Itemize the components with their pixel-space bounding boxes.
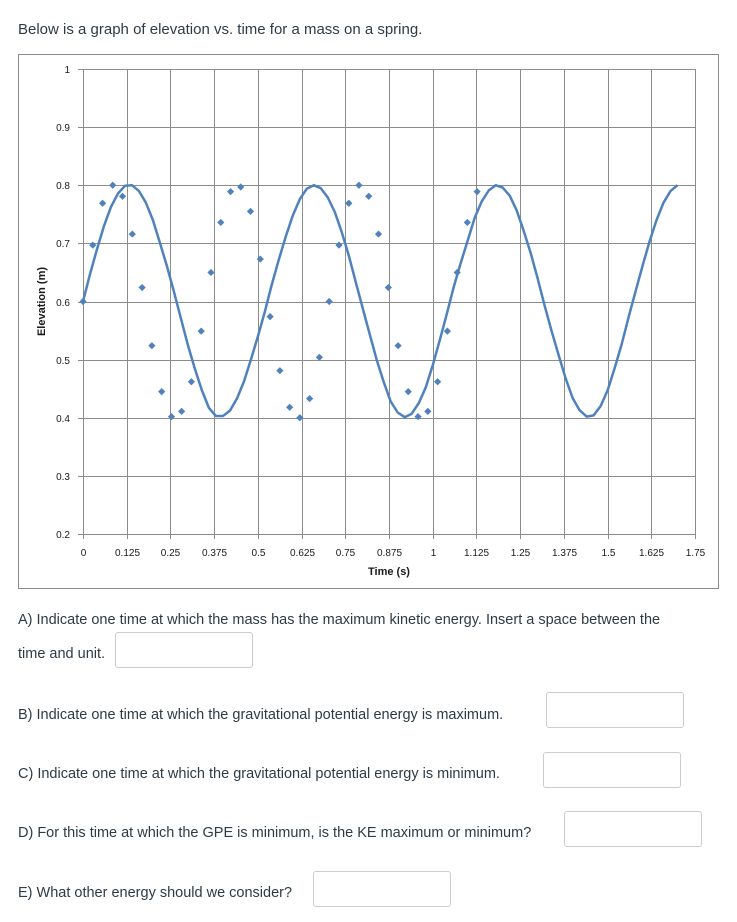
data-point (207, 268, 215, 277)
data-point (286, 403, 294, 411)
data-point (325, 297, 333, 306)
chart-frame: 0.2 0.3 0.4 0.5 0.6 0.7 0.8 0.9 1 0 0.125 0.25 0.375… (18, 54, 719, 589)
y-tick-label: 0.3 (56, 472, 70, 483)
data-point (266, 313, 274, 321)
data-point (237, 183, 245, 191)
data-point (315, 353, 324, 361)
data-point (434, 378, 442, 386)
data-point (217, 218, 225, 227)
y-tick-label: 0.7 (56, 239, 70, 250)
data-point (187, 378, 196, 386)
y-tick-label: 0.8 (56, 181, 70, 192)
data-point (89, 241, 97, 249)
x-tick-label: 0.625 (290, 548, 315, 559)
y-tick-label: 0.6 (56, 298, 70, 309)
x-tick-label: 0.75 (336, 548, 356, 559)
x-tick-label: 1.75 (686, 548, 706, 559)
data-point (118, 192, 127, 200)
question-b-text: B) Indicate one time at which the gravit… (18, 707, 504, 723)
data-point (355, 181, 363, 189)
x-tick-label: 0.25 (161, 548, 181, 559)
answer-e-input[interactable] (313, 871, 451, 907)
y-tick-label: 0.9 (56, 123, 70, 134)
x-tick-label: 1.625 (639, 548, 664, 559)
x-tick-label: 0 (81, 548, 87, 559)
data-point (365, 192, 373, 200)
data-point (79, 297, 87, 306)
data-point (109, 181, 117, 189)
x-tick-label: 1.5 (602, 548, 616, 559)
question-e-text: E) What other energy should we consider? (18, 885, 293, 901)
data-point (414, 412, 422, 421)
data-point (158, 387, 166, 396)
data-point (384, 283, 392, 292)
question-d-text: D) For this time at which the GPE is min… (18, 825, 532, 841)
data-point (246, 207, 255, 216)
data-point (443, 327, 452, 335)
data-point (178, 407, 186, 415)
markers (79, 181, 481, 422)
data-point (394, 342, 402, 350)
question-a-text-cont: time and unit. (18, 646, 106, 662)
answer-a-input[interactable] (115, 632, 253, 668)
data-point (148, 342, 156, 350)
data-point (296, 414, 304, 422)
answer-b-input[interactable] (546, 692, 684, 728)
data-point (424, 407, 432, 415)
data-point (128, 230, 136, 238)
data-point (335, 241, 343, 249)
data-point (167, 412, 176, 421)
answer-c-input[interactable] (543, 752, 681, 788)
x-tick-label: 1.25 (511, 548, 531, 559)
data-point (463, 218, 471, 227)
data-point (306, 394, 314, 403)
data-point (256, 255, 264, 263)
x-tick-label: 0.125 (115, 548, 140, 559)
tick-labels: 0.2 0.3 0.4 0.5 0.6 0.7 0.8 0.9 1 0 0.125 0.25 0.375… (56, 65, 706, 559)
intro-text: Below is a graph of elevation vs. time f… (18, 21, 423, 38)
series (81, 183, 679, 419)
grid (83, 69, 696, 535)
answer-d-input[interactable] (564, 811, 702, 847)
y-tick-label: 0.2 (56, 530, 70, 541)
y-tick-label: 1 (64, 65, 70, 76)
data-point (276, 367, 284, 375)
series-line (81, 183, 679, 419)
data-point (138, 283, 146, 292)
y-tick-label: 0.5 (56, 356, 70, 367)
data-point (345, 199, 353, 207)
x-tick-label: 1.125 (464, 548, 489, 559)
question-c-text: C) Indicate one time at which the gravit… (18, 766, 500, 782)
data-point (197, 327, 205, 335)
x-tick-label: 0.875 (377, 548, 402, 559)
question-a-text: A) Indicate one time at which the mass h… (18, 612, 661, 628)
x-tick-label: 1 (431, 548, 437, 559)
y-tick-label: 0.4 (56, 414, 70, 425)
x-tick-label: 0.375 (202, 548, 227, 559)
x-axis-title: Time (s) (368, 566, 410, 578)
x-tick-label: 0.5 (252, 548, 266, 559)
data-point (453, 268, 461, 277)
elevation-time-chart: 0.2 0.3 0.4 0.5 0.6 0.7 0.8 0.9 1 0 0.125 0.25 0.375… (36, 65, 706, 578)
data-point (473, 188, 481, 196)
y-axis-title: Elevation (m) (36, 267, 48, 336)
data-point (374, 230, 383, 238)
data-point (226, 188, 235, 196)
x-tick-label: 1.375 (552, 548, 577, 559)
data-point (98, 199, 107, 207)
data-point (404, 387, 412, 396)
